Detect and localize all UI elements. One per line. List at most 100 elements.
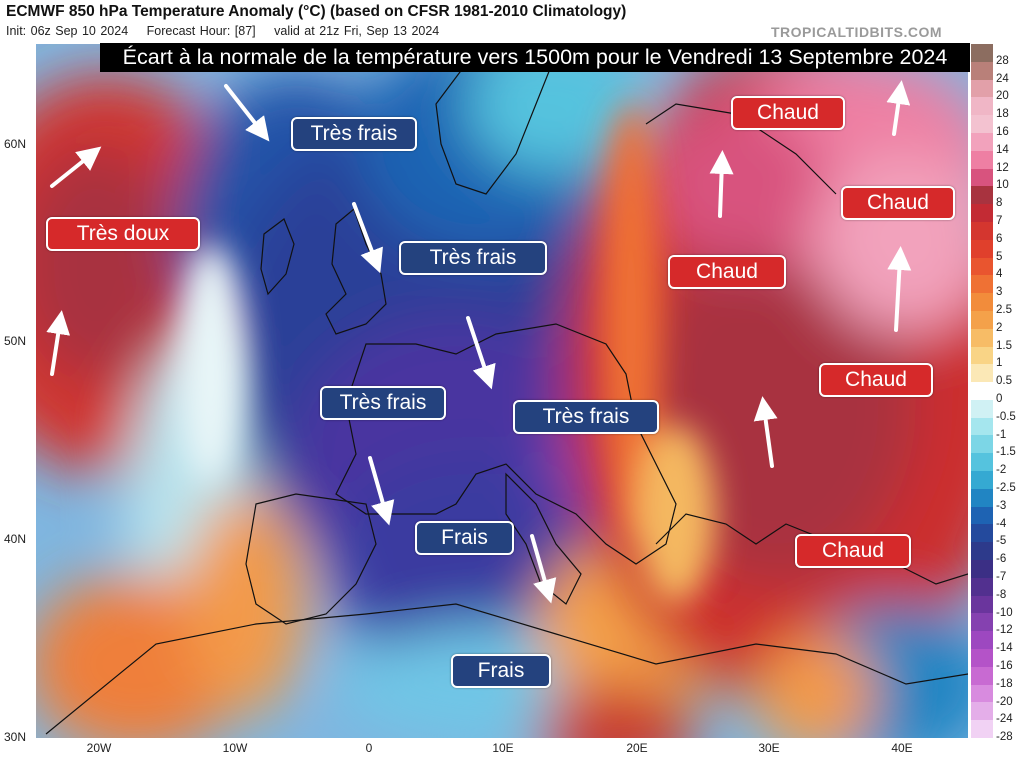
colorbar-swatch <box>971 204 993 223</box>
colorbar-label: -2.5 <box>996 481 1016 494</box>
colorbar-swatch <box>971 44 993 63</box>
colorbar-swatch <box>971 684 993 703</box>
colorbar-label: 2 <box>996 321 1003 334</box>
colorbar-swatch <box>971 613 993 632</box>
colorbar-swatch <box>971 132 993 152</box>
colorbar-swatch <box>971 417 993 436</box>
colorbar-swatch <box>971 506 993 525</box>
colorbar-label: 1.5 <box>996 339 1012 352</box>
lon-tick: 10E <box>492 741 514 755</box>
lon-tick: 20E <box>626 741 648 755</box>
colorbar-label: 7 <box>996 215 1003 228</box>
region-label-russia-warm: Chaud <box>841 186 955 220</box>
lat-tick: 30N <box>4 730 27 744</box>
colorbar-swatch <box>971 97 993 116</box>
colorbar-label: -1.5 <box>996 446 1016 459</box>
lon-tick: 0 <box>365 741 373 755</box>
colorbar-swatch <box>971 649 993 668</box>
colorbar-swatch <box>971 453 993 472</box>
colorbar-label: 8 <box>996 197 1003 210</box>
colorbar-label: 2.5 <box>996 304 1012 317</box>
colorbar-swatch <box>971 666 993 686</box>
lon-tick: 20W <box>86 741 112 755</box>
colorbar-swatch <box>971 524 993 543</box>
region-label-north-sea-cold: Très frais <box>399 241 547 275</box>
colorbar-swatch <box>971 239 993 259</box>
colorbar-label: -18 <box>996 677 1013 690</box>
colorbar-label: -10 <box>996 606 1013 619</box>
colorbar-label: 3 <box>996 286 1003 299</box>
region-label-north-africa-cool: Frais <box>451 654 551 688</box>
colorbar-swatch <box>971 310 993 330</box>
region-label-france-cold: Très frais <box>320 386 446 420</box>
colorbar-label: 5 <box>996 250 1003 263</box>
colorbar-swatch <box>971 471 993 490</box>
site-watermark: TROPICALTIDBITS.COM <box>770 24 942 40</box>
lon-tick: 40E <box>891 741 913 755</box>
colorbar-swatch <box>971 346 993 365</box>
colorbar-swatch <box>971 577 993 597</box>
colorbar-label: -28 <box>996 731 1013 744</box>
colorbar-label: 12 <box>996 161 1009 174</box>
colorbar-label: -8 <box>996 588 1007 601</box>
colorbar-label: 18 <box>996 108 1009 121</box>
region-label-mediterranean-cool: Frais <box>415 521 514 555</box>
lat-tick: 40N <box>4 532 27 546</box>
colorbar-label: -4 <box>996 517 1007 530</box>
region-label-poland-warm: Chaud <box>668 255 786 289</box>
colorbar-swatch <box>971 382 993 401</box>
colorbar-label: 0 <box>996 393 1003 405</box>
region-label-atlantic-warm: Très doux <box>46 217 200 251</box>
lon-tick: 30E <box>758 741 780 755</box>
colorbar-swatch <box>971 79 993 98</box>
colorbar-label: 1 <box>996 357 1003 370</box>
lat-tick: 60N <box>4 137 27 151</box>
colorbar-swatch <box>971 150 993 170</box>
colorbar-swatch <box>971 702 993 721</box>
lat-tick: 50N <box>4 334 27 348</box>
region-label-baltic-warm: Chaud <box>731 96 845 130</box>
colorbar-label: 24 <box>996 72 1009 85</box>
run-info: Init: 06z Sep 10 2024 Forecast Hour: [87… <box>6 24 453 38</box>
map-headline: Écart à la normale de la température ver… <box>100 43 970 72</box>
region-label-ukraine-warm: Chaud <box>819 363 933 397</box>
colorbar-label: -14 <box>996 642 1013 655</box>
lon-tick: 10W <box>222 741 248 755</box>
colorbar-swatch <box>971 186 993 205</box>
colorbar-label: 4 <box>996 268 1003 281</box>
colorbar-swatch <box>971 115 993 134</box>
colorbar-label: -7 <box>996 570 1007 583</box>
colorbar-swatch <box>971 364 993 383</box>
init-time: Init: 06z Sep 10 2024 <box>6 24 129 38</box>
colorbar-swatch <box>971 488 993 508</box>
colorbar-label: 28 <box>996 54 1009 67</box>
colorbar-label: -20 <box>996 695 1013 708</box>
colorbar-swatch <box>971 257 993 276</box>
colorbar <box>971 44 993 739</box>
colorbar-label: -1 <box>996 428 1007 441</box>
colorbar-swatch <box>971 293 993 312</box>
colorbar-label: -5 <box>996 535 1007 548</box>
region-label-turkey-warm: Chaud <box>795 534 911 568</box>
colorbar-label: -16 <box>996 659 1013 672</box>
colorbar-swatch <box>971 328 993 347</box>
colorbar-swatch <box>971 631 993 650</box>
colorbar-swatch <box>971 399 993 419</box>
colorbar-swatch <box>971 542 993 561</box>
colorbar-swatch <box>971 720 993 739</box>
colorbar-swatch <box>971 168 993 187</box>
colorbar-swatch <box>971 61 993 81</box>
colorbar-label: 0.5 <box>996 375 1012 388</box>
colorbar-label: -24 <box>996 713 1013 726</box>
colorbar-label: -0.5 <box>996 410 1016 423</box>
colorbar-label: 14 <box>996 143 1009 156</box>
colorbar-label: -12 <box>996 624 1013 637</box>
colorbar-swatch <box>971 275 993 294</box>
colorbar-label: -3 <box>996 499 1007 512</box>
map-title: ECMWF 850 hPa Temperature Anomaly (°C) (… <box>6 3 627 20</box>
colorbar-swatch <box>971 595 993 614</box>
colorbar-label: 16 <box>996 126 1009 139</box>
colorbar-label: -6 <box>996 553 1007 566</box>
colorbar-swatch <box>971 435 993 454</box>
region-label-alps-cold: Très frais <box>513 400 659 434</box>
